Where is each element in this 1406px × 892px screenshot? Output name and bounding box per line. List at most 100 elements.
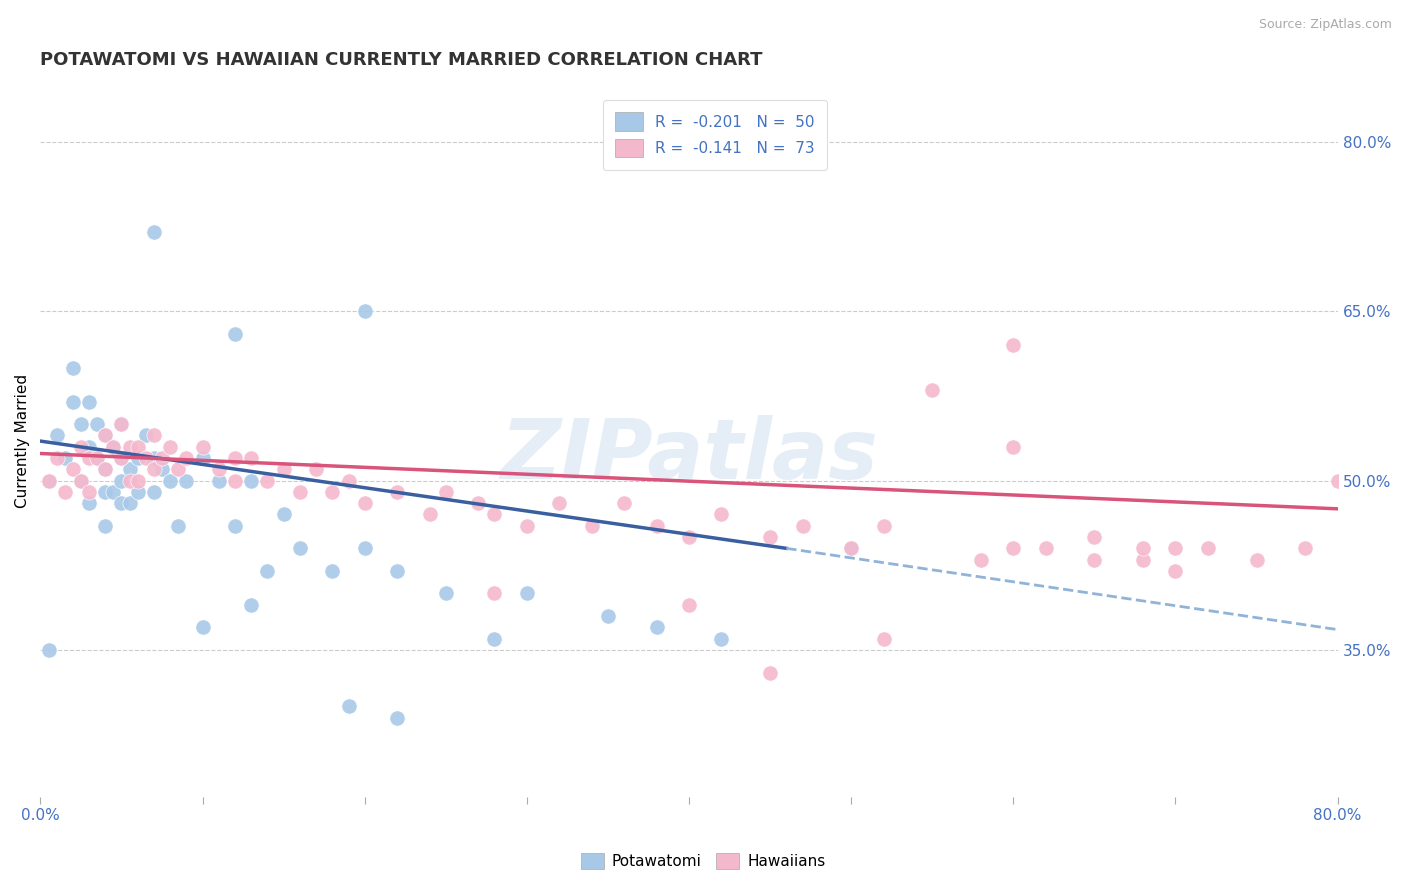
Point bbox=[548, 496, 571, 510]
Point bbox=[127, 474, 149, 488]
Point bbox=[208, 474, 231, 488]
Point bbox=[118, 474, 141, 488]
Point bbox=[839, 541, 862, 556]
Point bbox=[103, 484, 125, 499]
Point bbox=[53, 450, 76, 465]
Point bbox=[62, 360, 84, 375]
Point bbox=[127, 450, 149, 465]
Point bbox=[70, 440, 93, 454]
Point bbox=[110, 450, 132, 465]
Point bbox=[645, 518, 668, 533]
Point bbox=[353, 541, 375, 556]
Point bbox=[77, 484, 100, 499]
Point bbox=[419, 508, 441, 522]
Point bbox=[1002, 541, 1025, 556]
Point bbox=[353, 304, 375, 318]
Point bbox=[110, 417, 132, 432]
Point bbox=[77, 394, 100, 409]
Point bbox=[337, 474, 360, 488]
Point bbox=[484, 632, 506, 646]
Point bbox=[759, 530, 782, 544]
Point bbox=[839, 541, 862, 556]
Point bbox=[142, 225, 165, 239]
Point bbox=[94, 462, 117, 476]
Point bbox=[77, 440, 100, 454]
Point bbox=[142, 450, 165, 465]
Point bbox=[191, 450, 214, 465]
Point bbox=[484, 508, 506, 522]
Point bbox=[921, 384, 943, 398]
Point bbox=[385, 564, 408, 578]
Point bbox=[142, 428, 165, 442]
Text: ZIPatlas: ZIPatlas bbox=[501, 415, 877, 496]
Point bbox=[240, 598, 263, 612]
Point bbox=[86, 450, 108, 465]
Point bbox=[872, 632, 894, 646]
Point bbox=[103, 440, 125, 454]
Point bbox=[86, 450, 108, 465]
Point bbox=[224, 474, 246, 488]
Point bbox=[142, 484, 165, 499]
Point bbox=[118, 462, 141, 476]
Point bbox=[288, 541, 311, 556]
Point bbox=[710, 508, 733, 522]
Point bbox=[256, 474, 278, 488]
Point bbox=[970, 552, 993, 566]
Point bbox=[45, 428, 67, 442]
Point bbox=[191, 440, 214, 454]
Point bbox=[516, 586, 538, 600]
Point bbox=[1326, 474, 1348, 488]
Point bbox=[1164, 564, 1187, 578]
Point bbox=[127, 440, 149, 454]
Point bbox=[337, 699, 360, 714]
Point bbox=[240, 474, 263, 488]
Point bbox=[62, 394, 84, 409]
Point bbox=[678, 530, 700, 544]
Point bbox=[77, 450, 100, 465]
Point bbox=[150, 450, 173, 465]
Point bbox=[1294, 541, 1316, 556]
Point bbox=[467, 496, 489, 510]
Point bbox=[94, 484, 117, 499]
Point bbox=[385, 711, 408, 725]
Point bbox=[581, 518, 603, 533]
Text: POTAWATOMI VS HAWAIIAN CURRENTLY MARRIED CORRELATION CHART: POTAWATOMI VS HAWAIIAN CURRENTLY MARRIED… bbox=[41, 51, 763, 69]
Point bbox=[792, 518, 814, 533]
Point bbox=[321, 564, 343, 578]
Point bbox=[353, 496, 375, 510]
Point bbox=[159, 474, 181, 488]
Point bbox=[645, 620, 668, 634]
Point bbox=[1002, 338, 1025, 352]
Point bbox=[1164, 541, 1187, 556]
Point bbox=[1083, 552, 1105, 566]
Point bbox=[678, 598, 700, 612]
Point bbox=[273, 508, 295, 522]
Point bbox=[1246, 552, 1268, 566]
Point bbox=[70, 417, 93, 432]
Point bbox=[613, 496, 636, 510]
Point bbox=[224, 518, 246, 533]
Point bbox=[759, 665, 782, 680]
Point bbox=[142, 462, 165, 476]
Point bbox=[208, 462, 231, 476]
Point bbox=[434, 484, 457, 499]
Point bbox=[127, 484, 149, 499]
Point bbox=[103, 440, 125, 454]
Point bbox=[872, 518, 894, 533]
Point bbox=[86, 417, 108, 432]
Point bbox=[38, 474, 60, 488]
Text: Source: ZipAtlas.com: Source: ZipAtlas.com bbox=[1258, 18, 1392, 31]
Point bbox=[385, 484, 408, 499]
Point bbox=[256, 564, 278, 578]
Point bbox=[710, 632, 733, 646]
Point bbox=[45, 450, 67, 465]
Point bbox=[273, 462, 295, 476]
Point bbox=[516, 518, 538, 533]
Point bbox=[1035, 541, 1057, 556]
Point bbox=[70, 474, 93, 488]
Point bbox=[70, 474, 93, 488]
Point bbox=[94, 462, 117, 476]
Point bbox=[167, 518, 190, 533]
Point bbox=[135, 450, 157, 465]
Y-axis label: Currently Married: Currently Married bbox=[15, 374, 30, 508]
